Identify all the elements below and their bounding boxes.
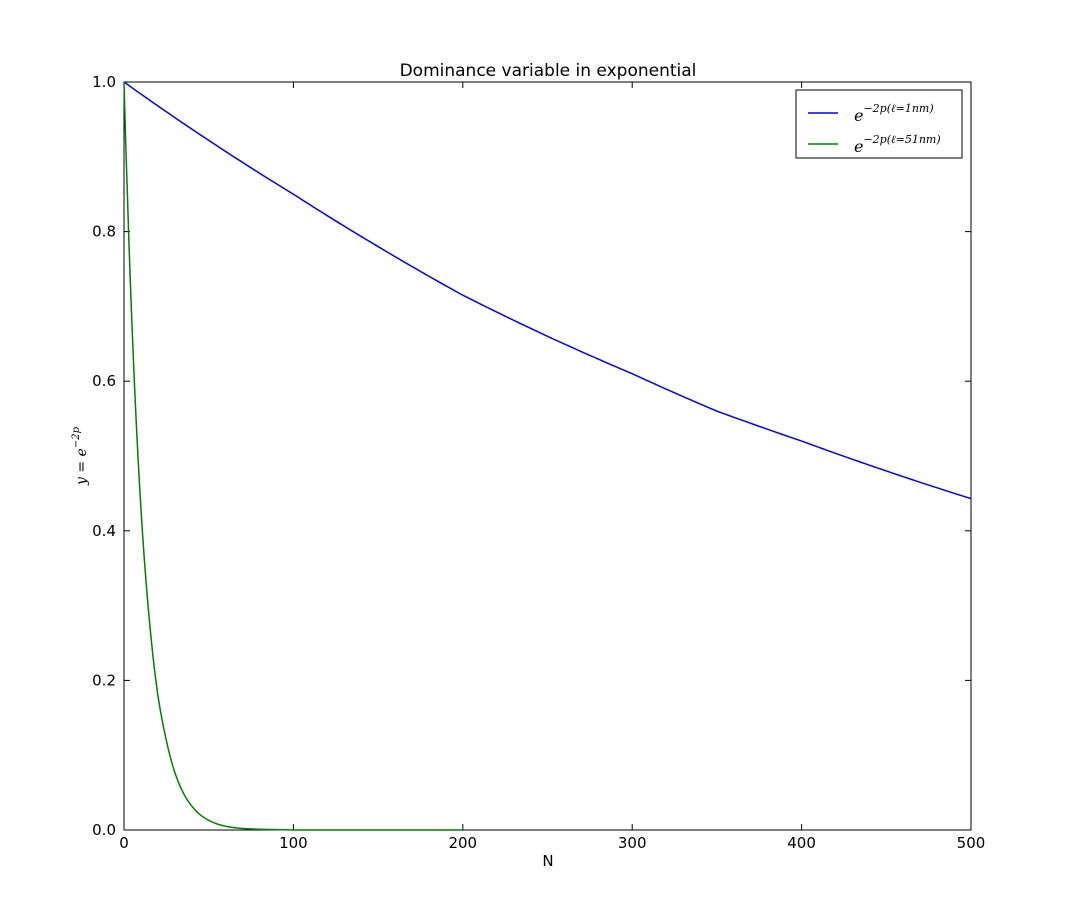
legend: e−2p(ℓ=1nm) e−2p(ℓ=51nm) (795, 89, 963, 159)
y-tick-label: 0.8 (92, 223, 116, 241)
legend-box (795, 89, 963, 159)
x-tick-label: 400 (787, 834, 816, 852)
y-tick-label: 0.6 (92, 372, 116, 390)
x-tick-label: 0 (119, 834, 129, 852)
legend-label-l1: e−2p(ℓ=1nm) (854, 102, 934, 125)
svg-text:y = e−2p: y = e−2p (71, 426, 90, 486)
x-axis-label: N (542, 852, 553, 870)
x-axis-ticks: 0 100 200 300 400 500 (119, 82, 985, 852)
x-tick-label: 500 (957, 834, 986, 852)
legend-entry-l1: e−2p(ℓ=1nm) (808, 102, 934, 125)
y-axis-label-exponent: −2p (71, 426, 82, 448)
series-line-l1 (123, 81, 972, 500)
series-line-l51 (123, 81, 463, 831)
y-tick-label: 0.4 (92, 522, 116, 540)
y-tick-label: 0.0 (92, 821, 116, 839)
y-axis-label-base: y = e (74, 448, 90, 486)
plot-area-frame (123, 81, 972, 831)
x-tick-label: 300 (618, 834, 647, 852)
legend-label-l51: e−2p(ℓ=51nm) (854, 133, 941, 156)
y-tick-label: 1.0 (92, 73, 116, 91)
legend-entry-l51: e−2p(ℓ=51nm) (808, 133, 941, 156)
series-group (123, 81, 972, 831)
x-tick-label: 100 (279, 834, 308, 852)
y-tick-label: 0.2 (92, 671, 116, 689)
y-axis-ticks: 0.0 0.2 0.4 0.6 0.8 1.0 (92, 73, 971, 839)
chart-title: Dominance variable in exponential (400, 61, 697, 81)
y-axis-label: y = e−2p (71, 426, 90, 486)
x-tick-label: 200 (448, 834, 477, 852)
